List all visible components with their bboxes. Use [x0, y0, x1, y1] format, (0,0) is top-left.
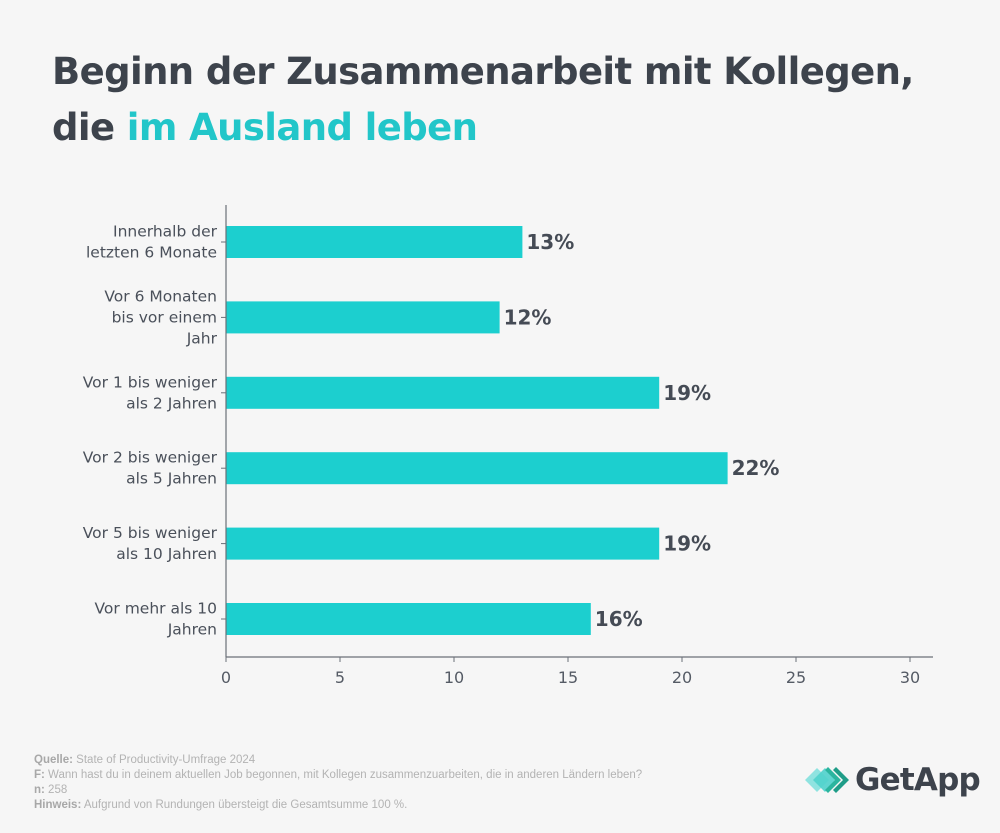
title-plain: die: [52, 106, 115, 149]
category-label: Vor 2 bis weniger als 5 Jahren: [83, 449, 218, 488]
footer-question: F: Wann hast du in deinem aktuellen Job …: [34, 769, 643, 781]
title-accent: im Ausland leben: [126, 106, 478, 149]
bars-layer: 13% 12% 19% 22% 19% 16%: [226, 226, 779, 635]
getapp-logo: GetApp: [803, 762, 981, 798]
x-tick-label: 0: [221, 668, 231, 687]
footer-note: Hinweis: Aufgrund von Rundungen überstei…: [34, 799, 408, 811]
logo-text: GetApp: [855, 762, 981, 798]
chart-footer: Quelle: State of Productivity-Umfrage 20…: [34, 753, 642, 813]
value-label: 16%: [595, 607, 643, 631]
value-label: 13%: [526, 230, 574, 254]
bar: [226, 226, 523, 258]
axis-layer: Innerhalb der letzten 6 Monate Vor 6 Monat…: [83, 205, 933, 687]
x-tick-label: 15: [558, 668, 578, 687]
footer-source: Quelle: State of Productivity-Umfrage 20…: [34, 754, 256, 766]
value-label: 12%: [504, 305, 552, 329]
bar: [226, 603, 591, 635]
x-tick-label: 10: [444, 668, 464, 687]
x-tick-label: 5: [335, 668, 345, 687]
title-line-2: die im Ausland leben: [52, 100, 914, 156]
footer-sample-size: n: 258: [34, 784, 68, 796]
x-tick-label: 20: [672, 668, 692, 687]
value-label: 19%: [663, 381, 711, 405]
getapp-chevrons-icon: [805, 767, 849, 793]
category-label: Vor mehr als 10 Jahren: [95, 600, 217, 639]
category-label: Vor 5 bis weniger als 10 Jahren: [83, 524, 218, 563]
category-label: Innerhalb der letzten 6 Monate: [86, 223, 218, 262]
value-label: 22%: [732, 456, 780, 480]
bar: [226, 376, 660, 409]
category-label: Vor 6 Monaten bis vor einem Jahr: [104, 287, 217, 347]
x-tick-label: 25: [786, 668, 806, 687]
value-label: 19%: [663, 532, 711, 556]
bar: [226, 527, 660, 560]
title-line-1: Beginn der Zusammenarbeit mit Kollegen,: [52, 50, 914, 93]
bar: [226, 301, 500, 334]
chart-title: Beginn der Zusammenarbeit mit Kollegen, …: [52, 44, 914, 156]
x-tick-label: 30: [900, 668, 920, 687]
category-label: Vor 1 bis weniger als 2 Jahren: [83, 373, 218, 412]
bar: [226, 452, 728, 485]
